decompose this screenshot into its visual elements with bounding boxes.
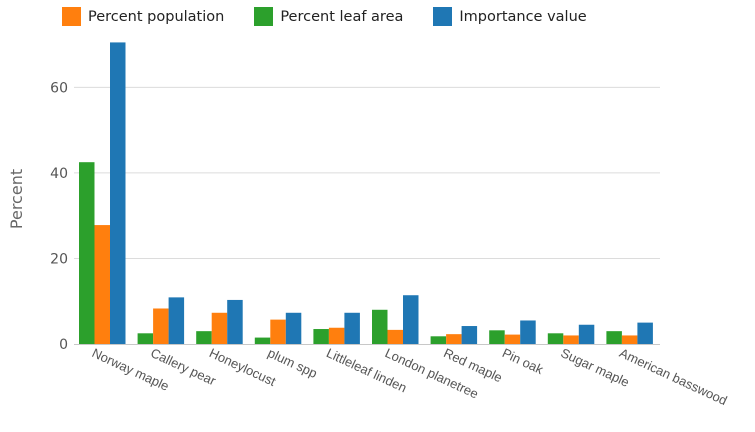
bar-percent-leaf-area-callery-pear[interactable] xyxy=(137,333,154,344)
bar-percent-leaf-area-plum-spp[interactable] xyxy=(254,337,271,344)
bar-percent-leaf-area-sugar-maple[interactable] xyxy=(547,333,564,344)
bar-percent-leaf-area-london-planetree[interactable] xyxy=(372,309,388,344)
legend-label-percent-leaf-area: Percent leaf area xyxy=(280,8,404,25)
bar-percent-population-norway-maple[interactable] xyxy=(94,225,111,344)
y-tick-label-0: 0 xyxy=(59,337,68,353)
bar-percent-leaf-area-littleleaf-linden[interactable] xyxy=(313,329,329,344)
bar-importance-value-pin-oak[interactable] xyxy=(520,320,536,344)
legend-item-percent-leaf-area[interactable]: Percent leaf area xyxy=(254,7,403,26)
legend-swatch-percent-population xyxy=(62,7,81,26)
bar-percent-population-red-maple[interactable] xyxy=(446,334,462,344)
y-axis-title: Percent xyxy=(7,169,26,229)
bar-percent-population-plum-spp[interactable] xyxy=(270,319,286,344)
chart-legend: Percent population Percent leaf area Imp… xyxy=(62,7,617,26)
bar-percent-leaf-area-norway-maple[interactable] xyxy=(79,162,95,344)
bar-importance-value-plum-spp[interactable] xyxy=(285,312,302,344)
y-tick-label-40: 40 xyxy=(50,166,68,182)
bar-importance-value-london-planetree[interactable] xyxy=(403,295,419,344)
bar-percent-population-littleleaf-linden[interactable] xyxy=(328,327,345,344)
legend-label-importance-value: Importance value xyxy=(459,8,587,25)
legend-label-percent-population: Percent population xyxy=(88,8,225,25)
bar-importance-value-red-maple[interactable] xyxy=(461,326,478,344)
bar-importance-value-sugar-maple[interactable] xyxy=(578,324,595,344)
y-tick-label-20: 20 xyxy=(50,251,68,267)
y-tick-label-60: 60 xyxy=(50,80,68,96)
bar-percent-leaf-area-pin-oak[interactable] xyxy=(489,330,505,344)
bar-percent-population-london-planetree[interactable] xyxy=(387,329,404,344)
x-tick-label-pin-oak: Pin oak xyxy=(500,345,546,377)
bar-percent-leaf-area-honeylocust[interactable] xyxy=(196,331,212,344)
bar-importance-value-american-basswood[interactable] xyxy=(637,322,653,344)
bar-percent-population-american-basswood[interactable] xyxy=(621,335,638,344)
bar-importance-value-norway-maple[interactable] xyxy=(110,42,126,345)
bar-percent-leaf-area-red-maple[interactable] xyxy=(430,336,447,344)
bar-importance-value-honeylocust[interactable] xyxy=(227,299,243,344)
bar-importance-value-littleleaf-linden[interactable] xyxy=(344,312,360,344)
legend-swatch-importance-value xyxy=(433,7,453,26)
bar-percent-population-honeylocust[interactable] xyxy=(211,312,228,344)
bar-percent-population-pin-oak[interactable] xyxy=(504,334,521,344)
x-tick-label-american-basswood: American basswood xyxy=(617,345,729,408)
bar-percent-population-sugar-maple[interactable] xyxy=(563,335,579,344)
legend-swatch-percent-leaf-area xyxy=(254,7,274,26)
legend-item-percent-population[interactable]: Percent population xyxy=(62,7,224,26)
bar-percent-population-callery-pear[interactable] xyxy=(153,308,169,344)
bar-percent-leaf-area-american-basswood[interactable] xyxy=(606,331,622,344)
legend-item-importance-value[interactable]: Importance value xyxy=(433,7,587,26)
bar-importance-value-callery-pear[interactable] xyxy=(168,297,185,344)
